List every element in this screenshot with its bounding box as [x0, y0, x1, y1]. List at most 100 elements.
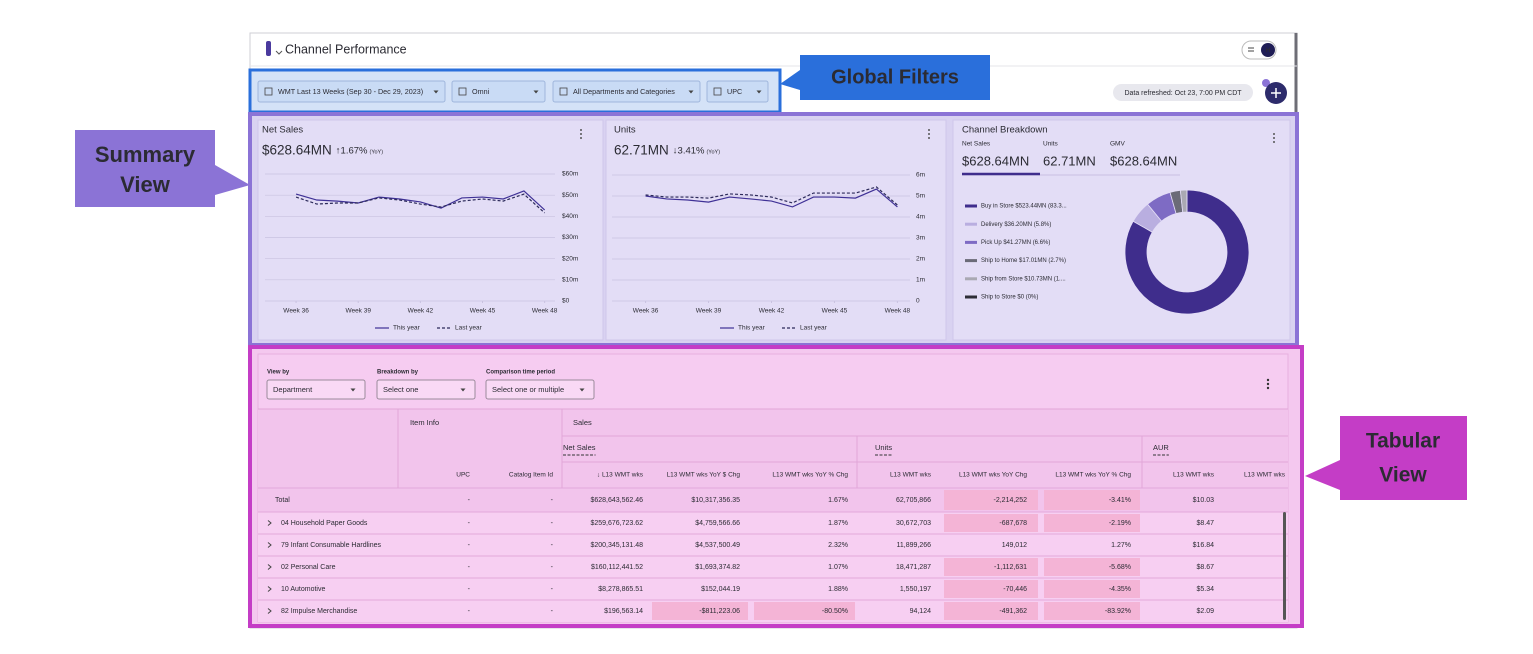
- table-cell: -1,112,631: [994, 564, 1027, 571]
- control-value: Select one or multiple: [492, 385, 564, 394]
- negative-highlight: [1044, 602, 1140, 620]
- filter-dropdown[interactable]: [257, 80, 446, 103]
- series-line: [295, 193, 546, 214]
- table-cell: 1.07%: [828, 564, 848, 571]
- expand-chevron[interactable]: [267, 564, 272, 570]
- expand-chevron[interactable]: [267, 608, 272, 614]
- series-line: [645, 188, 898, 208]
- y-tick-label: 1m: [916, 277, 925, 284]
- avatar[interactable]: [1261, 43, 1275, 57]
- control-dropdown[interactable]: [485, 379, 595, 400]
- logo: [266, 41, 271, 56]
- card-title: Units: [614, 125, 636, 136]
- table-cell: $1,693,374.82: [695, 564, 740, 571]
- y-tick-label: $50m: [562, 192, 578, 199]
- data-refreshed: Data refreshed: Oct 23, 7:00 PM CDT: [1124, 90, 1242, 97]
- y-tick-label: 5m: [916, 193, 925, 200]
- card-title: Net Sales: [262, 125, 303, 136]
- row-bg: [258, 534, 1288, 556]
- control-dropdown[interactable]: [376, 379, 476, 400]
- table-cell: $628,643,562.46: [590, 497, 643, 504]
- x-tick-label: Week 36: [283, 308, 309, 315]
- filter-dropdown[interactable]: [451, 80, 546, 103]
- tab-value: $628.64MN: [1110, 153, 1177, 168]
- donut-slice: [1124, 189, 1250, 315]
- header-bg: [258, 409, 1288, 488]
- row-name: Total: [275, 497, 290, 504]
- x-tick-label: Week 42: [759, 308, 785, 315]
- callout-pointer: [780, 70, 800, 90]
- table-cell: -: [468, 542, 471, 549]
- subgroup-header: Net Sales: [563, 443, 596, 452]
- filter-icon: [559, 87, 568, 96]
- series-line: [295, 190, 546, 211]
- column-header: L13 WMT wks: [1173, 472, 1215, 479]
- table-cell: -: [468, 586, 471, 593]
- x-tick-label: Week 39: [696, 308, 722, 315]
- table-cell: -: [551, 497, 554, 504]
- negative-highlight: [944, 580, 1038, 598]
- dropdown-arrow: [533, 90, 539, 94]
- scrollbar[interactable]: [1283, 512, 1286, 620]
- logo-chevron[interactable]: [275, 50, 283, 55]
- table-cell: 1.67%: [828, 497, 848, 504]
- table-cell: 18,471,287: [896, 564, 931, 571]
- callout-box: [1340, 416, 1467, 500]
- expand-chevron[interactable]: [267, 542, 272, 548]
- table-cell: 62,705,866: [896, 497, 931, 504]
- row-name: 04 Household Paper Goods: [281, 520, 368, 527]
- column-header: L13 WMT wks YoY Chg: [959, 472, 1027, 479]
- dot: [1273, 141, 1275, 143]
- x-tick-label: Week 36: [633, 308, 659, 315]
- table-cell: -: [551, 586, 554, 593]
- y-tick-label: $30m: [562, 234, 578, 241]
- callout-label: Global Filters: [831, 66, 959, 88]
- row-name: 10 Automotive: [281, 586, 325, 593]
- dot: [1266, 378, 1270, 382]
- row-name: 02 Personal Care: [281, 564, 336, 571]
- filter-dropdown[interactable]: [552, 80, 701, 103]
- callout-pointer: [1305, 460, 1340, 490]
- legend-swatch: [965, 240, 977, 244]
- table-cell: 2.32%: [828, 542, 848, 549]
- control-dropdown[interactable]: [266, 379, 366, 400]
- negative-highlight: [652, 602, 748, 620]
- card-menu[interactable]: [580, 129, 1275, 143]
- column-header: L13 WMT wks: [890, 472, 932, 479]
- table-cell: -70,446: [1003, 586, 1027, 593]
- x-tick-label: Week 45: [822, 308, 848, 315]
- series-line: [645, 186, 898, 206]
- table-cell: -: [468, 520, 471, 527]
- legend-label: Buy in Store $523.44MN (83.3...: [981, 204, 1067, 210]
- legend-label: Ship to Store $0 (0%): [981, 295, 1038, 301]
- control-label: Comparison time period: [486, 370, 555, 376]
- expand-chevron[interactable]: [267, 586, 272, 592]
- dot: [1266, 382, 1270, 386]
- expand-chevron[interactable]: [267, 520, 272, 526]
- y-tick-label: 6m: [916, 172, 925, 179]
- legend-label: Last year: [455, 325, 483, 332]
- filter-dropdown[interactable]: [706, 80, 769, 103]
- table-cell: $10.03: [1193, 497, 1215, 504]
- table-cell: -: [468, 608, 471, 615]
- control-label: View by: [267, 370, 290, 376]
- table-cell: $5.34: [1196, 586, 1214, 593]
- table-menu[interactable]: [1266, 378, 1270, 390]
- callout-label: Tabular: [1366, 430, 1440, 453]
- table-cell: -80.50%: [822, 608, 848, 615]
- card-title: Channel Breakdown: [962, 125, 1048, 136]
- dot: [580, 137, 582, 139]
- group-header: Sales: [573, 418, 592, 427]
- table-cell: -687,678: [999, 520, 1027, 527]
- negative-highlight: [944, 490, 1038, 510]
- legend-label: Ship from Store $10.73MN (1....: [981, 276, 1066, 282]
- legend-label: Delivery $36.20MN (5.8%): [981, 222, 1051, 228]
- column-header: Catalog Item Id: [509, 472, 553, 479]
- row-name: 82 Impulse Merchandise: [281, 608, 357, 615]
- negative-highlight: [944, 558, 1038, 576]
- y-tick-label: 2m: [916, 256, 925, 263]
- dot: [928, 129, 930, 131]
- tab-name: Net Sales: [962, 141, 991, 148]
- table-cell: $196,563.14: [604, 608, 643, 615]
- negative-highlight: [1044, 514, 1140, 532]
